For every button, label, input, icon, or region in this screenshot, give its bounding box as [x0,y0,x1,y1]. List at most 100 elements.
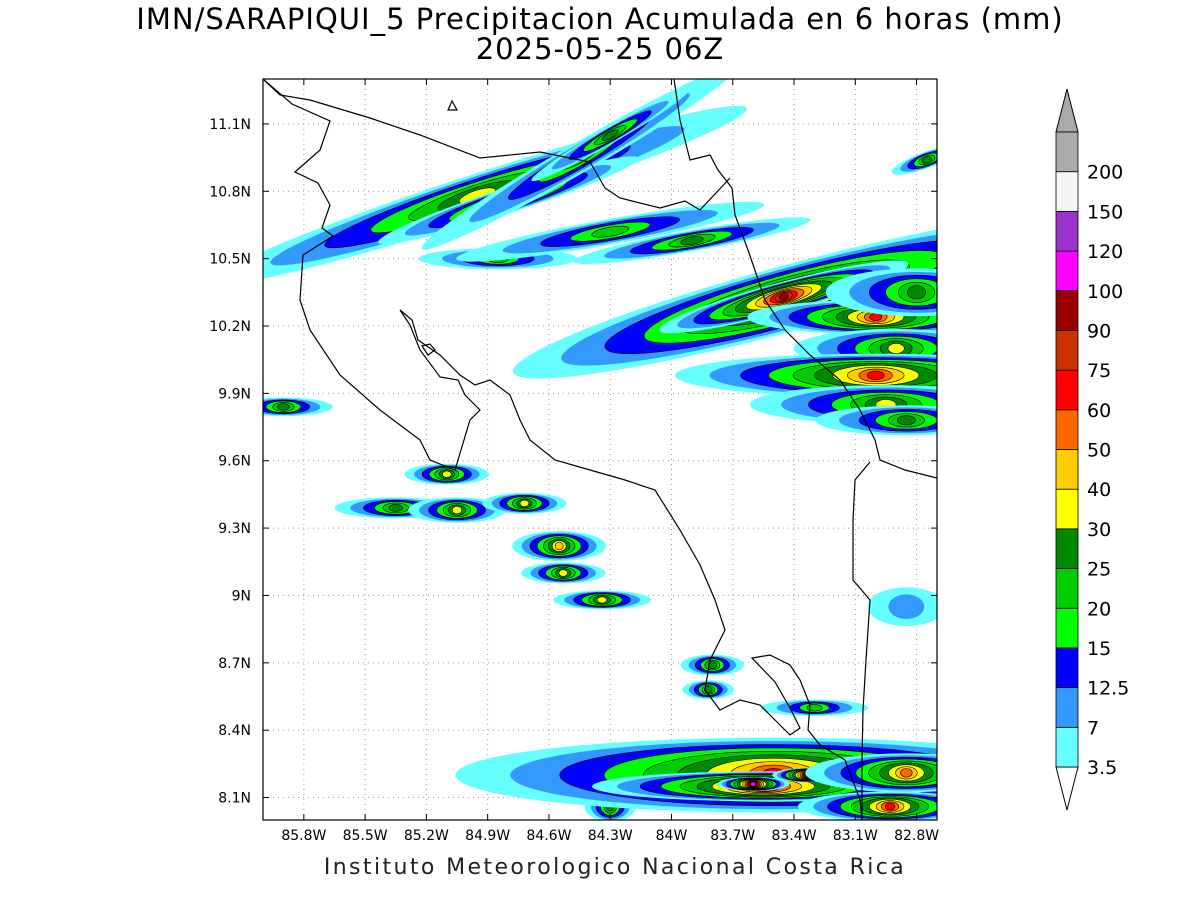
lat-tick-label: 8.1N [218,791,251,807]
colorbar-label: 20 [1087,598,1111,620]
colorbar-label: 100 [1087,281,1123,303]
precip-contour-level-25 [680,236,704,246]
map-subtitle-datetime: 2025-05-25 06Z [475,32,725,66]
precip-cell [867,587,937,627]
precip-cell [682,680,734,700]
precip-cell [573,217,811,264]
longitude-axis: 85.8W 85.5W 85.2W 84.9W 84.6W 84.3W 84W 83.7W 83… [281,79,939,844]
colorbar-swatch [1055,250,1079,292]
lon-tick-label: 84W [656,828,688,844]
lat-tick-label: 10.5N [209,252,251,268]
precip-contour-level-40 [554,541,564,551]
lon-tick-label: 84.6W [526,828,571,844]
caribbean-coastline [673,79,937,479]
lon-tick-label: 82.8W [894,828,939,844]
colorbar-label: 50 [1087,440,1111,462]
precip-cell [891,144,937,175]
islet [447,99,459,111]
colorbar-swatch [1055,171,1079,212]
colorbar-label: 75 [1087,360,1111,382]
lat-tick-label: 8.7N [218,656,251,672]
colorbar-swatch [1055,528,1079,569]
precip-contour-level-25 [601,129,619,141]
lat-tick-label: 8.4N [218,723,251,739]
colorbar-swatch [1055,687,1079,728]
precip-contour-level-25 [277,403,290,411]
colorbar-label: 25 [1087,559,1111,581]
coastlines-borders [263,79,937,820]
colorbar-swatch [1055,568,1079,609]
lat-tick-label: 10.8N [209,184,251,200]
precip-cell [482,492,567,514]
precip-contour-level-30 [519,499,530,507]
precip-contour-level-60 [884,802,896,811]
lat-tick-label: 11.1N [209,117,251,133]
lon-tick-label: 85.8W [281,828,326,844]
precip-contour-level-20 [591,225,629,238]
colorbar-swatch [1055,290,1079,331]
precip-contour-level-20 [806,704,823,712]
precip-contour-level-100 [750,781,757,787]
precip-contour-level-25 [921,156,932,164]
bocas-island [421,343,436,356]
precip-contour-level-30 [442,470,452,478]
colorbar-label: 120 [1087,241,1123,263]
panama-border [852,461,871,820]
colorbar-swatch [1055,647,1079,689]
colorbar-label: 60 [1087,400,1111,422]
lat-tick-label: 9.9N [218,386,251,402]
precip-contour-level-25 [707,661,717,669]
precip-cell [797,791,937,820]
precip-contour-level-7 [888,594,925,619]
colorbar-label: 200 [1087,162,1123,184]
lon-tick-label: 83.7W [710,828,755,844]
colorbar-label: 90 [1087,320,1111,342]
precip-cell [825,268,937,317]
precip-contour-level-30 [887,343,905,354]
precip-cell [404,463,490,485]
colorbar-label: 30 [1087,519,1111,541]
precip-cell [717,776,790,792]
colorbar-label: 3.5 [1087,757,1117,779]
precip-contour-level-60 [867,370,885,381]
colorbar-over-arrow [1055,88,1079,133]
colorbar-swatch [1055,488,1079,530]
colorbar-legend: 3.5 7 12.5 15 20 25 30 40 50 60 75 90 100 120 150 200 [1055,88,1129,811]
precip-contour-level-60 [869,312,883,322]
colorbar-label: 150 [1087,201,1123,223]
latitude-axis: 8.1N 8.4N 8.7N 9N 9.3N 9.6N 9.9N 10.2N 10.5N 10.8… [209,117,937,807]
lon-tick-label: 85.2W [404,828,449,844]
plot-area [263,79,937,820]
nicaragua-border [263,79,731,211]
precip-cell [805,753,937,793]
precip-contour-level-50 [900,768,913,778]
colorbar-swatch [1055,330,1079,371]
colorbar-label: 15 [1087,638,1111,660]
lat-tick-label: 9.3N [218,521,251,537]
precip-cell [521,562,606,584]
precip-contour-level-25 [907,285,926,300]
precip-cell [680,654,744,676]
colorbar-swatch [1055,369,1079,411]
lat-tick-label: 9N [232,588,251,604]
lon-tick-label: 85.5W [343,828,388,844]
colorbar-label: 12.5 [1087,678,1129,700]
institution-credit: Instituto Meteorologico Nacional Costa R… [323,855,907,880]
lon-tick-label: 83.4W [772,828,817,844]
precip-contour-level-30 [596,596,608,604]
lat-tick-label: 10.2N [209,319,251,335]
grid-lines [263,79,937,820]
precip-contour-level-25 [896,415,916,426]
plot-frame [262,78,938,821]
precip-contour-level-25 [388,504,403,512]
precip-contour-level-90 [778,293,789,301]
colorbar-swatch [1055,210,1079,252]
lat-tick-label: 9.6N [218,454,251,470]
colorbar-label: 7 [1087,717,1099,739]
lon-tick-label: 84.9W [465,828,510,844]
precip-contour-level-30 [451,506,463,515]
precip-cell [263,397,333,417]
lon-tick-label: 83.1W [833,828,878,844]
lon-tick-label: 84.3W [588,828,633,844]
